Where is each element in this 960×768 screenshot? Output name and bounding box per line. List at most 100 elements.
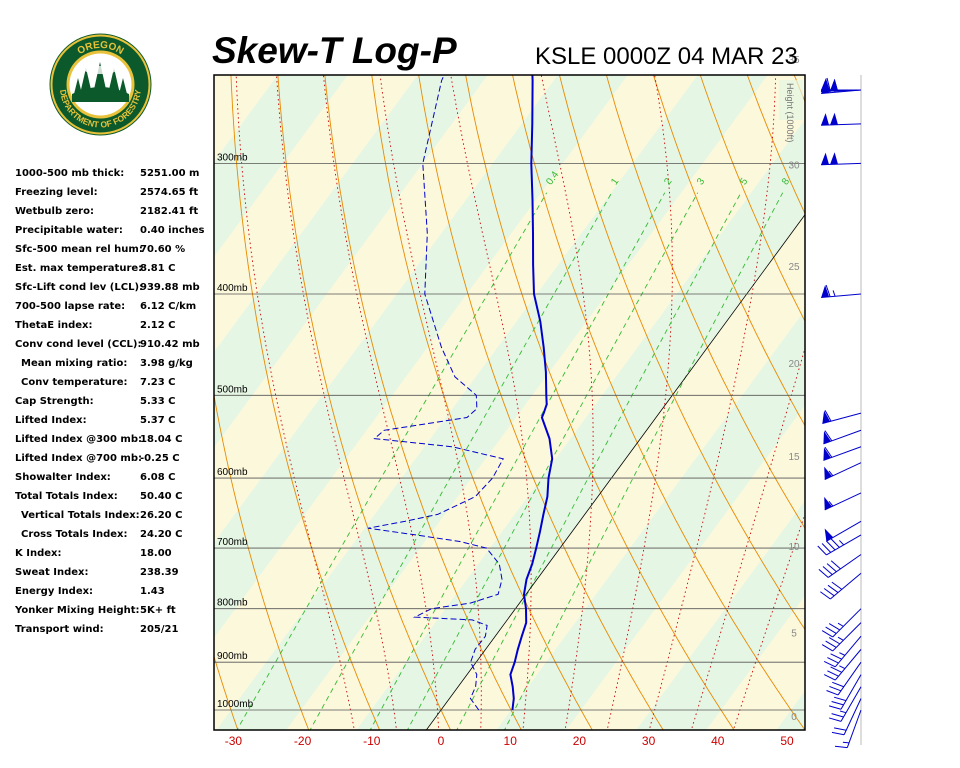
- pressure-label: 800mb: [217, 598, 248, 609]
- x-tick-label: 50: [780, 734, 794, 748]
- stat-value: 26.20 C: [140, 510, 183, 521]
- dry-adiabat: [371, 75, 593, 730]
- stat-label: Mean mixing ratio:: [21, 358, 128, 369]
- height-tick: 10: [788, 542, 800, 553]
- stat-label: ThetaE index:: [15, 320, 93, 331]
- mixing-ratio-label: 8: [780, 176, 792, 187]
- svg-text:OREGON: OREGON: [76, 40, 126, 57]
- stat-value: 205/21: [140, 624, 179, 635]
- mixing-ratio-line: [236, 192, 548, 730]
- height-label-bg: [779, 80, 803, 120]
- stat-label: Energy Index:: [15, 586, 94, 597]
- mixing-ratio-label: 5: [738, 176, 750, 187]
- mixing-ratio-line: [406, 192, 699, 730]
- stat-row: Wetbulb zero: 2182.41 ft: [15, 206, 215, 225]
- pressure-label: 300mb: [217, 152, 248, 163]
- wind-barb: [821, 608, 862, 638]
- stat-value: 70.60 %: [140, 244, 186, 255]
- height-axis-label: Height (1000ft): [785, 83, 795, 143]
- wind-barb: [820, 572, 862, 600]
- stat-label: Precipitable water:: [15, 225, 123, 236]
- chart-title: Skew-T Log-P: [212, 30, 457, 71]
- height-tick: 25: [788, 262, 800, 273]
- dry-adiabat: [868, 0, 960, 732]
- stat-value: 5251.00 m: [140, 168, 200, 179]
- pressure-label: 500mb: [217, 384, 248, 395]
- isotherm-band: [636, 500, 805, 730]
- stat-value: 5.33 C: [140, 396, 176, 407]
- wind-barb: [821, 112, 862, 126]
- dewpoint-line: [368, 75, 504, 711]
- x-tick-label: -20: [294, 734, 312, 748]
- stat-label: 700-500 lapse rate:: [15, 301, 126, 312]
- wind-barb: [822, 410, 862, 424]
- wind-barb: [821, 77, 861, 91]
- stat-label: Lifted Index @300 mb:: [15, 434, 142, 445]
- dry-adiabat: [652, 75, 805, 427]
- stat-value: 3.98 g/kg: [140, 358, 193, 369]
- pressure-label: 700mb: [217, 537, 248, 548]
- station-time-label: KSLE 0000Z 04 MAR 23: [535, 43, 798, 70]
- dry-adiabat: [746, 75, 805, 215]
- stat-label: Freezing level:: [15, 187, 98, 198]
- stat-value: -0.25 C: [140, 453, 180, 464]
- moist-adiabat: [690, 346, 805, 730]
- dry-adiabat: [277, 75, 452, 730]
- wind-barb: [823, 649, 862, 681]
- stat-label: Cap Strength:: [15, 396, 94, 407]
- pressure-label: 400mb: [217, 283, 248, 294]
- stat-value: 5K+ ft: [140, 605, 176, 616]
- isotherm-band: [216, 75, 768, 730]
- mixing-ratio-label: 3: [695, 176, 707, 187]
- stat-row: Mean mixing ratio: 3.98 g/kg: [15, 358, 215, 377]
- height-tick: 30: [788, 161, 800, 172]
- mixing-ratio-line: [503, 192, 784, 730]
- wind-barb: [824, 462, 862, 481]
- stat-value: 6.12 C/km: [140, 301, 197, 312]
- height-tick: 5: [791, 629, 797, 640]
- dry-adiabat: [699, 75, 805, 323]
- stat-row: Conv temperature: 7.23 C: [15, 377, 215, 396]
- x-tick-label: -10: [363, 734, 381, 748]
- dry-adiabat: [214, 393, 310, 730]
- wind-barb: [834, 709, 862, 749]
- x-tick-label: 0: [438, 734, 445, 748]
- wind-barb: [821, 284, 862, 298]
- plot-area: [214, 0, 960, 732]
- stat-value: 2182.41 ft: [140, 206, 199, 217]
- stat-row: ThetaE index: 2.12 C: [15, 320, 215, 339]
- isotherm-band: [214, 75, 348, 257]
- height-tick: 35: [788, 55, 800, 66]
- pressure-label: 1000mb: [217, 699, 254, 710]
- mixing-ratio-line: [369, 192, 666, 730]
- stat-label: K Index:: [15, 548, 62, 559]
- stat-row: Transport wind: 205/21: [15, 624, 215, 643]
- stat-row: Yonker Mixing Height: 5K+ ft: [15, 605, 215, 624]
- stat-row: 700-500 lapse rate: 6.12 C/km: [15, 301, 215, 320]
- stat-label: Cross Totals Index:: [21, 529, 128, 540]
- zero-isotherm: [425, 214, 805, 730]
- stat-label: 1000-500 mb thick:: [15, 168, 125, 179]
- wind-barb: [818, 554, 862, 578]
- isotherm-band: [496, 310, 805, 730]
- stat-row: Sweat Index: 238.39: [15, 567, 215, 586]
- stat-label: Lifted Index @700 mb:: [15, 453, 142, 464]
- isotherm-band: [214, 75, 488, 448]
- wind-barb: [823, 429, 862, 445]
- height-tick: 20: [788, 359, 800, 370]
- stat-row: Lifted Index: 5.37 C: [15, 415, 215, 434]
- stat-value: 939.88 mb: [140, 282, 200, 293]
- pressure-label: 900mb: [217, 651, 248, 662]
- oregon-forestry-logo: OREGON DEPARTMENT OF FORESTRY: [49, 33, 152, 136]
- stat-value: 6.08 C: [140, 472, 176, 483]
- stat-row: Total Totals Index: 50.40 C: [15, 491, 215, 510]
- wind-barb: [831, 698, 862, 736]
- stat-row: Lifted Index @700 mb: -0.25 C: [15, 453, 215, 472]
- dry-adiabat: [559, 75, 805, 631]
- stat-value: 7.23 C: [140, 377, 176, 388]
- dry-adiabat: [512, 75, 805, 730]
- dry-adiabat: [605, 75, 805, 530]
- x-tick-label: 40: [711, 734, 725, 748]
- stat-value: 2574.65 ft: [140, 187, 199, 198]
